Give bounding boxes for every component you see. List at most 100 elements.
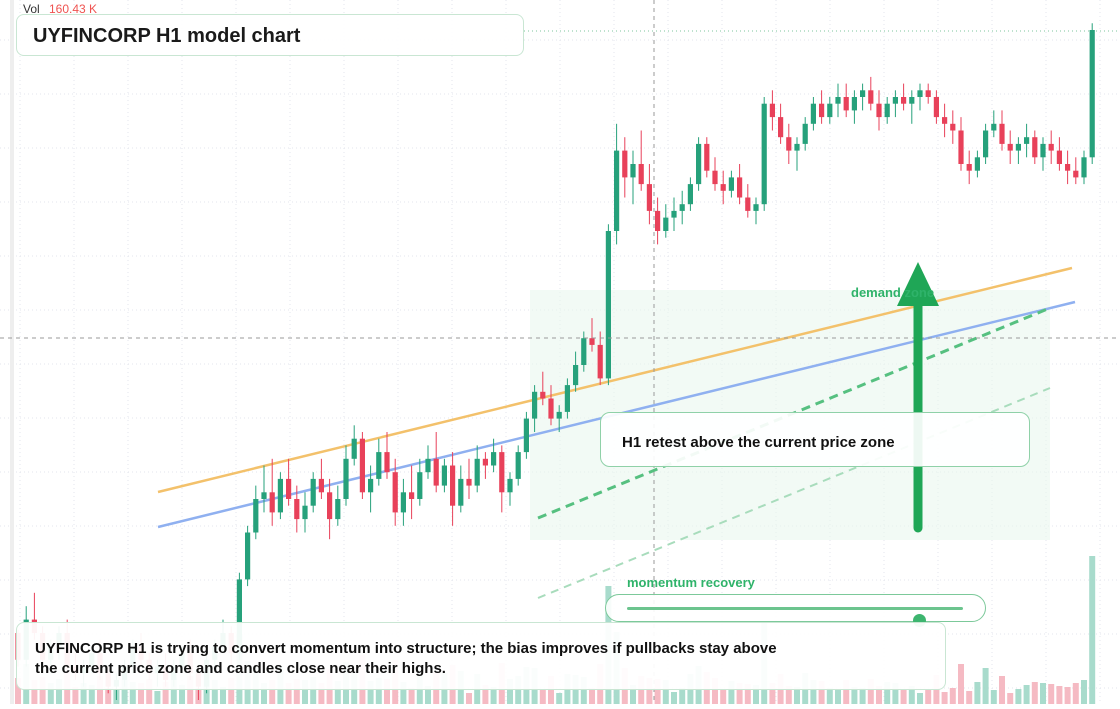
volume-bar — [949, 688, 956, 704]
volume-bar — [408, 688, 415, 704]
candle-body — [728, 177, 734, 191]
volume-bar — [646, 678, 653, 704]
candle-body — [983, 130, 989, 158]
demand-zone-label: demand zone — [851, 285, 935, 300]
volume-bar — [1064, 687, 1071, 704]
volume-bar — [1023, 685, 1030, 704]
candle-body — [630, 164, 636, 178]
candle-body — [622, 150, 628, 178]
volume-bar — [638, 676, 645, 704]
candle-body — [671, 210, 677, 218]
volume-bar — [785, 686, 792, 704]
volume-bar — [835, 689, 841, 704]
candle-body — [425, 458, 431, 473]
candle-body — [827, 103, 833, 118]
volume-bar — [310, 677, 317, 704]
candle-body — [917, 90, 923, 97]
volume-bar — [507, 679, 513, 704]
volume-bar — [384, 679, 390, 704]
volume-bar — [220, 687, 226, 704]
volume-bar — [482, 685, 489, 704]
candle-body — [810, 103, 816, 124]
volume-bar — [375, 678, 382, 704]
volume-bar — [1048, 684, 1055, 704]
volume-bar — [917, 693, 923, 704]
candle-body — [523, 418, 529, 453]
candle-body — [368, 478, 374, 493]
candle-body — [556, 411, 562, 419]
retest-callout[interactable]: H1 retest above the current price zone — [600, 412, 1030, 467]
chart-title: UYFINCORP H1 model chart — [33, 25, 301, 47]
volume-bar — [47, 683, 54, 704]
volume-bar — [187, 676, 194, 704]
candle-body — [1065, 164, 1071, 171]
candle-body — [884, 103, 890, 118]
candle-body — [769, 103, 775, 118]
candle-body — [1073, 170, 1079, 178]
candle-body — [999, 123, 1005, 144]
volume-bar — [753, 685, 759, 704]
candle-body — [901, 97, 907, 104]
summary-panel: UYFINCORP H1 is trying to convert moment… — [16, 622, 946, 690]
volume-bar — [744, 684, 751, 704]
candle-body — [720, 184, 726, 191]
candle-body — [1048, 143, 1054, 151]
candle-body — [450, 465, 456, 506]
volume-bar — [548, 676, 554, 704]
candle-body — [655, 210, 661, 231]
volume-bar — [162, 682, 169, 704]
candle-body — [737, 177, 743, 198]
candle-body — [491, 452, 497, 466]
candle-body — [499, 452, 505, 493]
volume-bar — [129, 682, 136, 704]
volume-bar — [867, 679, 874, 704]
candle-body — [351, 438, 357, 459]
volume-bar — [630, 685, 636, 704]
volume-bar — [1031, 682, 1038, 704]
candle-body — [851, 97, 857, 111]
candle-body — [335, 499, 341, 520]
candle-body — [942, 117, 948, 124]
candle-body — [286, 478, 292, 499]
volume-bar — [679, 688, 686, 704]
candle-body — [482, 458, 488, 466]
arrow-head — [897, 262, 939, 306]
volume-bar — [211, 680, 218, 704]
candle-body — [540, 391, 546, 399]
candle-body — [597, 344, 603, 379]
candle-body — [1015, 143, 1021, 151]
candle-body — [745, 197, 751, 211]
volume-bar — [1056, 686, 1063, 704]
volume-bar — [712, 678, 718, 704]
candle-body — [991, 123, 997, 131]
candle-body — [802, 123, 808, 144]
volume-bar — [285, 683, 292, 704]
candle-body — [819, 103, 825, 118]
candle-body — [1089, 30, 1095, 158]
candle-body — [753, 204, 759, 211]
volume-bar — [170, 678, 177, 704]
volume-label: Vol — [23, 2, 40, 16]
volume-bar — [1040, 683, 1046, 704]
volume-bar — [56, 679, 62, 704]
candle-body — [417, 472, 423, 499]
volume-bar — [97, 676, 103, 704]
volume-bar — [589, 688, 595, 704]
candle-body — [679, 204, 685, 211]
volume-bar — [121, 680, 128, 704]
volume-bar — [1015, 689, 1022, 704]
candle-body — [712, 170, 718, 185]
candle-body — [761, 103, 767, 205]
volume-bar — [728, 681, 735, 704]
volume-bar — [556, 693, 563, 704]
volume-value: 160.43 K — [49, 2, 98, 16]
candle-body — [573, 365, 579, 386]
candle-body — [892, 97, 898, 104]
volume-bar — [999, 676, 1005, 704]
retest-callout-text: H1 retest above the current price zone — [622, 434, 895, 451]
candle-body — [515, 452, 521, 479]
candle-body — [458, 478, 464, 506]
momentum-slider[interactable] — [605, 594, 986, 627]
candle-body — [392, 472, 398, 513]
volume-bar — [293, 679, 300, 704]
